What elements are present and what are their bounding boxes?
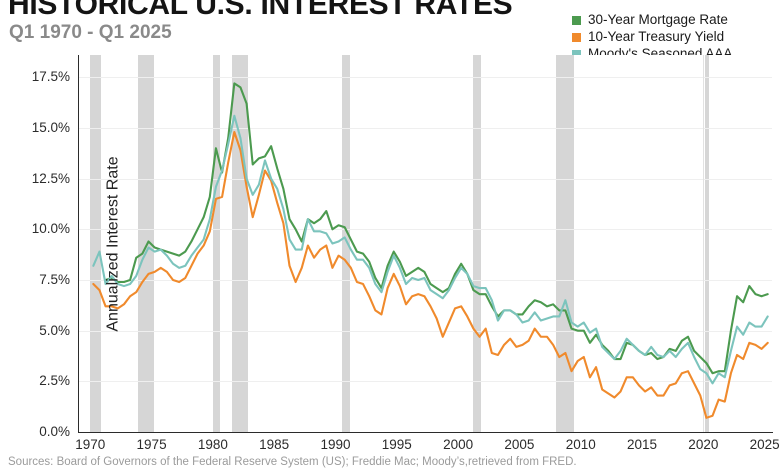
page-title: HISTORICAL U.S. INTEREST RATES: [8, 0, 513, 21]
gridline-horizontal: [78, 178, 772, 180]
series-line: [92, 130, 769, 419]
legend-label: 10-Year Treasury Yield: [588, 29, 725, 44]
recession-band: [555, 55, 574, 432]
legend-swatch-icon: [572, 50, 581, 59]
recession-band: [231, 55, 249, 432]
x-axis-tick-label: 1985: [259, 437, 290, 452]
x-axis-tick-label: 2010: [565, 437, 596, 452]
plot-area: Annualized Interest Rate: [78, 55, 772, 432]
y-axis-tick-label: 17.5%: [31, 69, 70, 85]
recession-band: [704, 55, 709, 432]
x-axis-line: [78, 432, 773, 433]
x-axis-tick-label: 2025: [749, 437, 780, 452]
page-subtitle: Q1 1970 - Q1 2025: [9, 22, 172, 43]
x-axis-tick-label: 2015: [626, 437, 658, 452]
y-axis-label: Annualized Interest Rate: [104, 155, 122, 332]
legend-swatch-icon: [572, 33, 581, 42]
recession-band: [472, 55, 481, 432]
y-axis-tick-label: 12.5%: [31, 170, 70, 186]
source-note: Sources: Board of Governors of the Feder…: [8, 456, 577, 468]
x-axis-tick-label: 1970: [75, 437, 106, 452]
x-axis-tick-label: 1980: [197, 437, 228, 452]
gridline-horizontal: [78, 229, 772, 231]
gridline-horizontal: [78, 381, 772, 383]
x-axis-tick-label: 1990: [320, 437, 351, 452]
x-axis-tick-label: 1975: [136, 437, 167, 452]
y-axis-tick-label: 5.0%: [39, 322, 70, 338]
y-axis-tick-label: 7.5%: [39, 271, 70, 287]
y-axis-tick-label: 0.0%: [39, 424, 70, 439]
y-axis-line: [78, 55, 79, 433]
legend-item[interactable]: 30-Year Mortgage Rate: [572, 12, 778, 28]
recession-band: [342, 55, 351, 432]
y-axis-tick-label: 2.5%: [39, 373, 70, 389]
y-axis-tick-label: 15.0%: [31, 119, 70, 135]
legend-label: 30-Year Mortgage Rate: [588, 12, 728, 27]
x-axis-tick-label: 2000: [443, 437, 474, 452]
y-axis-tick-label: 10.0%: [31, 221, 70, 237]
legend-swatch-icon: [572, 16, 581, 25]
recession-band: [89, 55, 101, 432]
series-lines: [92, 82, 769, 419]
x-axis-tick-label: 2005: [504, 437, 535, 452]
gridline-vertical: [703, 55, 705, 432]
x-axis-tick-label: 2020: [688, 437, 719, 452]
gridline-horizontal: [78, 77, 772, 79]
recession-band: [213, 55, 220, 432]
gridline-horizontal: [78, 127, 772, 129]
series-line: [92, 114, 769, 385]
recession-band: [138, 55, 155, 432]
gridline-horizontal: [78, 330, 772, 332]
series-line: [104, 82, 769, 375]
legend-item[interactable]: 10-Year Treasury Yield: [572, 29, 778, 45]
x-axis-tick-label: 1995: [381, 437, 412, 452]
